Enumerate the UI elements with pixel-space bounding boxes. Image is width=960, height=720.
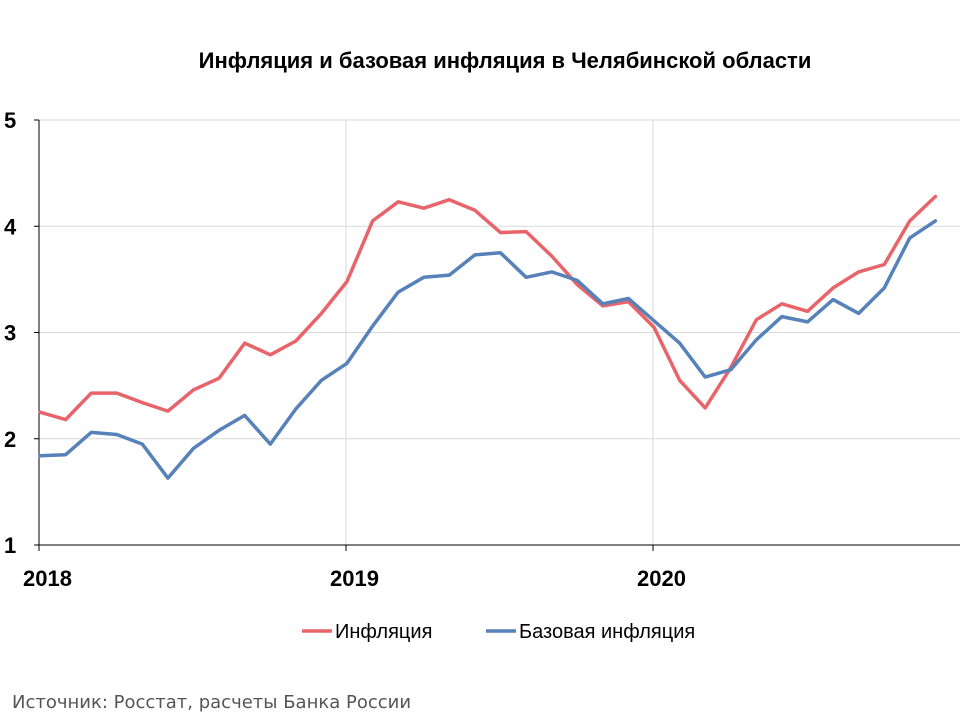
x-tick-label: 2020 xyxy=(637,566,686,591)
legend-label: Базовая инфляция xyxy=(519,621,695,643)
x-tick-label: 2018 xyxy=(23,566,72,591)
y-tick-label: 1 xyxy=(4,533,16,558)
y-tick-label: 5 xyxy=(4,108,16,133)
y-axis-ticks: 1 2 3 4 5 xyxy=(4,108,17,558)
series-line-1 xyxy=(38,194,938,422)
grid xyxy=(39,119,960,545)
legend-item-1: Инфляция xyxy=(302,621,432,643)
chart-title: Инфляция и базовая инфляция в Челябинско… xyxy=(199,48,812,73)
series-line-2 xyxy=(38,219,938,480)
series-group xyxy=(38,194,938,480)
source-note: Источник: Росстат, расчеты Банка России xyxy=(12,692,412,713)
y-tick-label: 3 xyxy=(4,321,16,346)
axes xyxy=(34,119,960,551)
x-axis-ticks: 2018 2019 2020 xyxy=(23,566,686,591)
x-tick-label: 2019 xyxy=(330,566,379,591)
legend-label: Инфляция xyxy=(335,621,432,643)
y-tick-label: 4 xyxy=(4,214,17,239)
legend-item-2: Базовая инфляция xyxy=(486,621,695,643)
legend: Инфляция Базовая инфляция xyxy=(302,621,695,643)
y-tick-label: 2 xyxy=(4,427,16,452)
